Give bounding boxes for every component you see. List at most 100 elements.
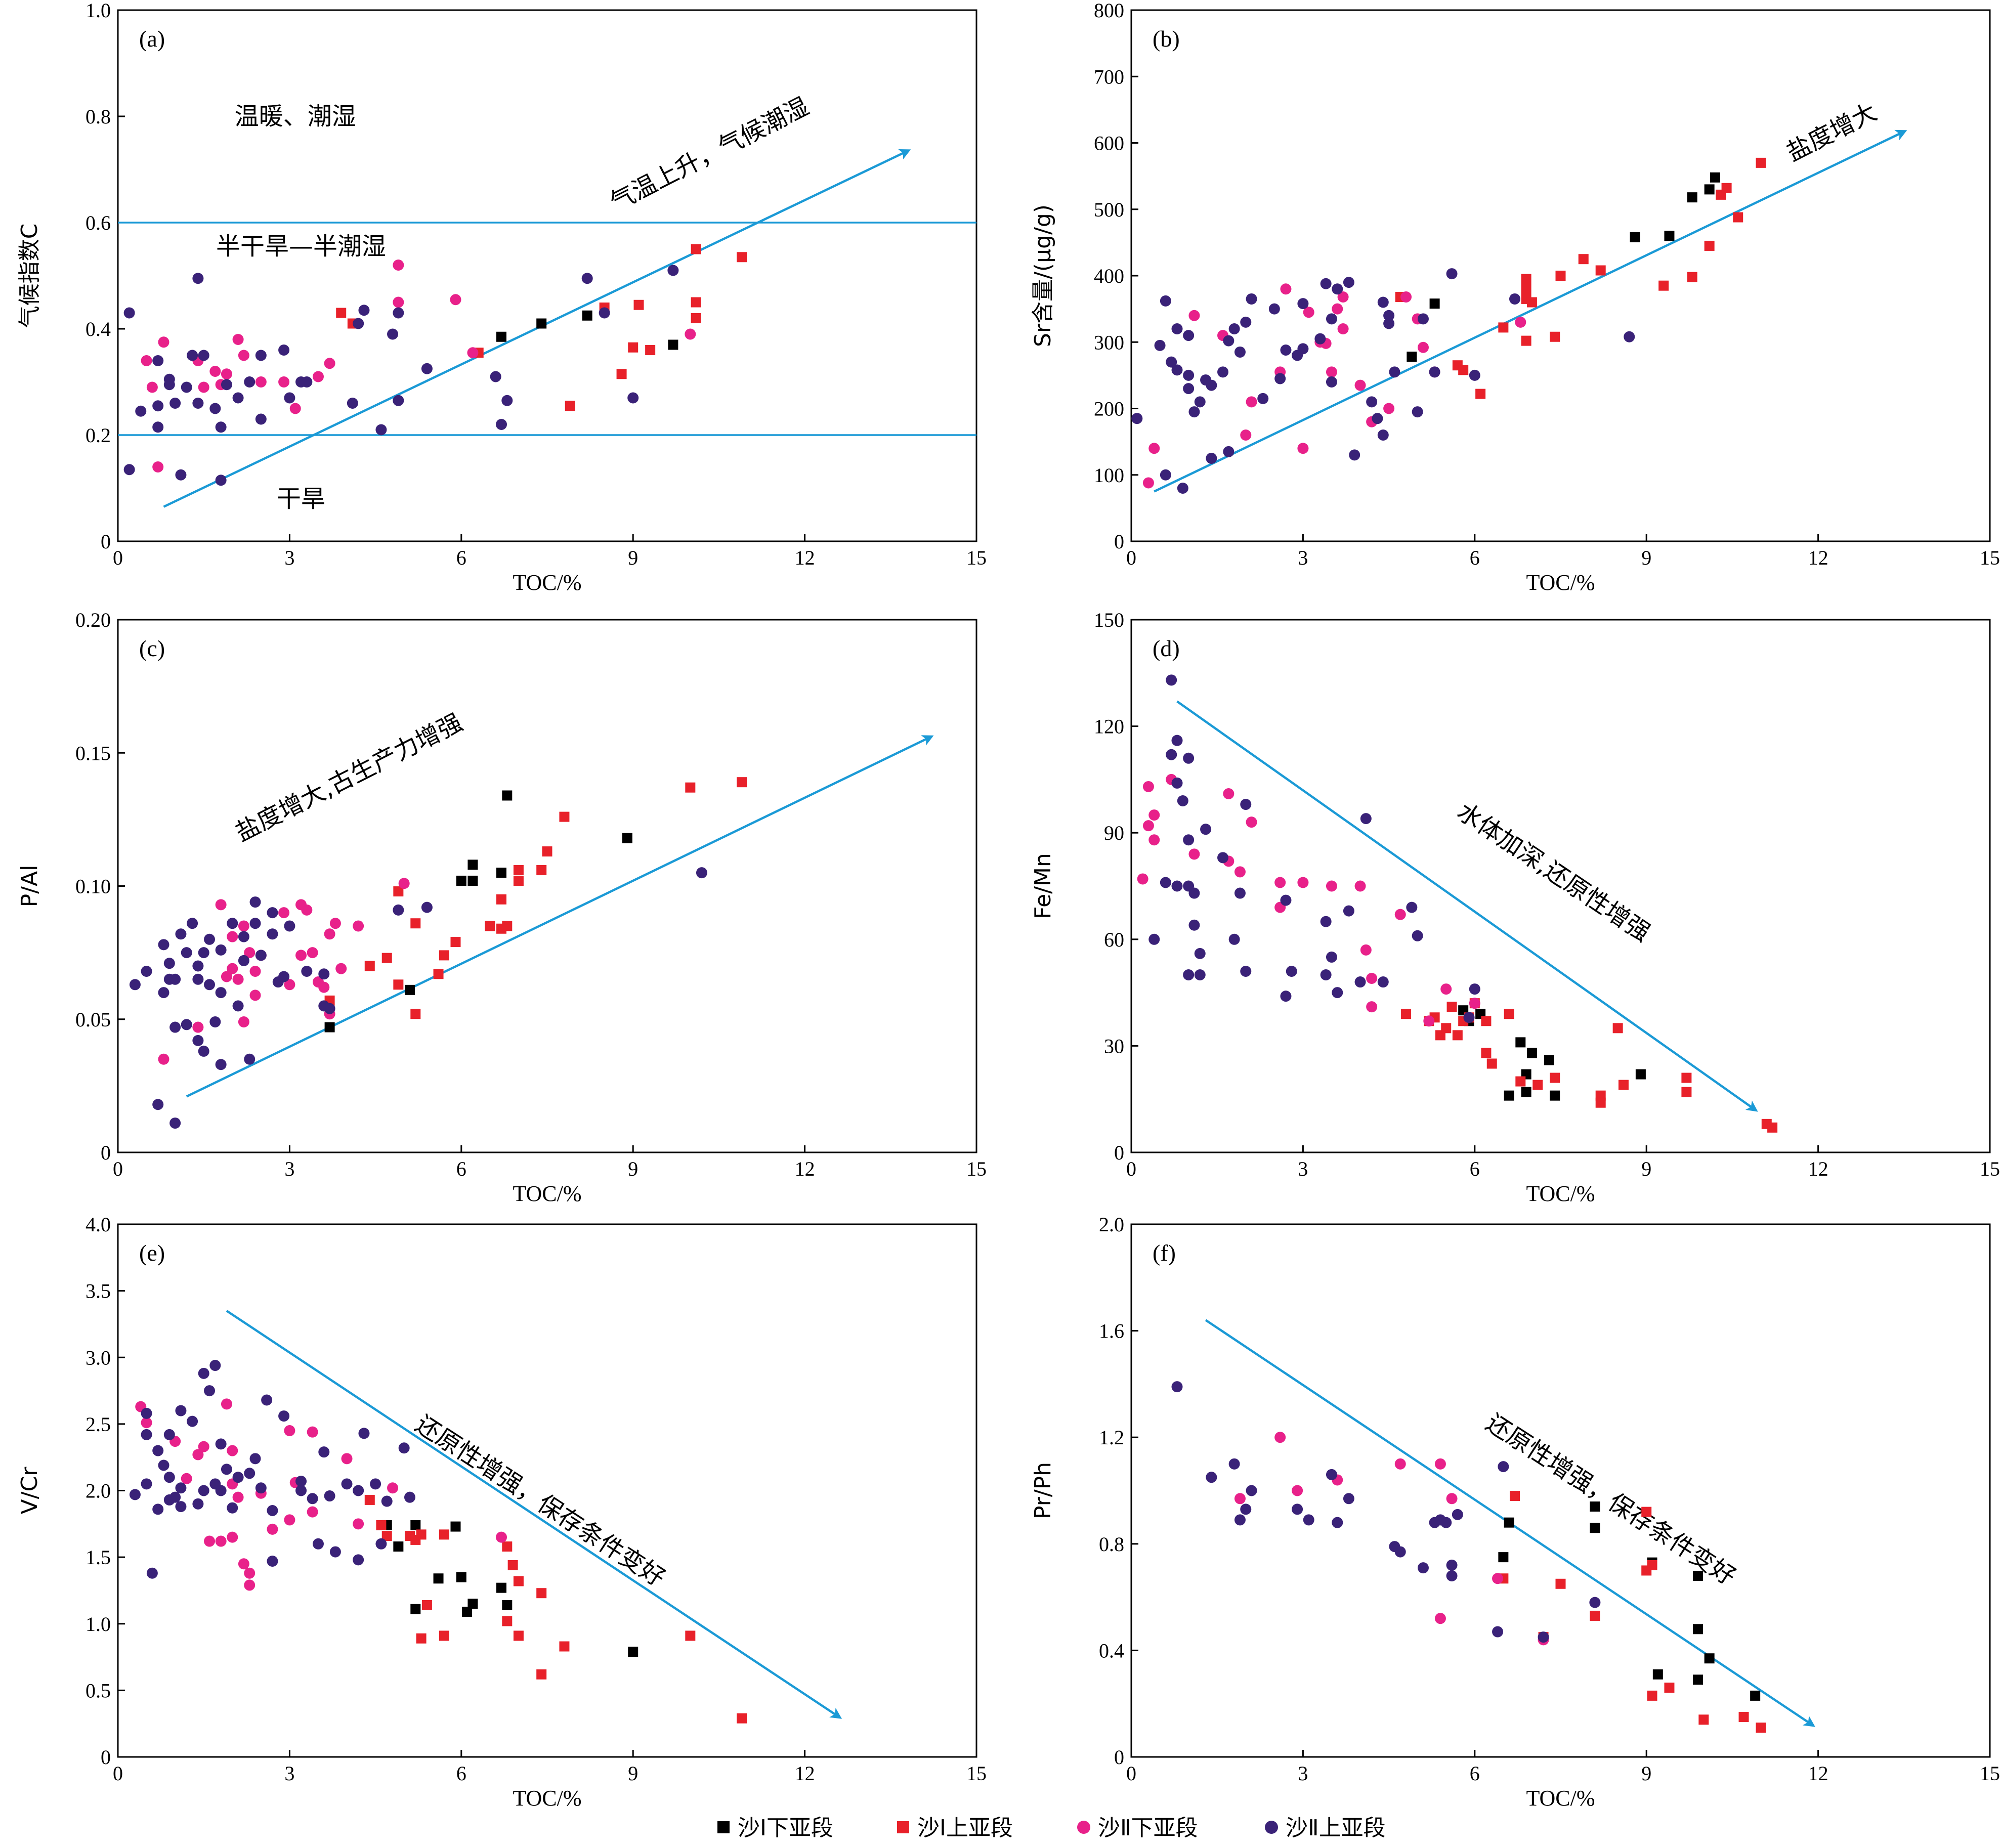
data-point [238, 931, 249, 942]
data-point [1509, 1491, 1520, 1501]
data-point [141, 1478, 152, 1490]
annotation: 盐度增大,古生产力增强 [231, 708, 467, 847]
series-0 [496, 310, 678, 350]
data-point [232, 973, 244, 985]
data-point [1326, 376, 1337, 388]
data-point [1406, 901, 1418, 913]
data-point [1217, 852, 1229, 864]
x-tick-label: 3 [1298, 1762, 1308, 1785]
data-point [169, 973, 181, 985]
data-point [1446, 1559, 1458, 1571]
data-point [1595, 265, 1606, 276]
data-point [1538, 1631, 1549, 1643]
data-point [1515, 316, 1526, 328]
x-tick-label: 12 [1808, 1762, 1828, 1785]
series-0 [1498, 1501, 1761, 1701]
data-point [209, 1360, 221, 1371]
x-axis-label: TOC/% [1526, 570, 1595, 595]
data-point [696, 867, 707, 879]
data-point [1354, 976, 1366, 988]
y-tick-label: 700 [1094, 65, 1124, 88]
data-point [496, 868, 506, 878]
data-point [581, 273, 593, 284]
data-point [301, 965, 313, 977]
data-point [1188, 887, 1200, 899]
data-point [1492, 1626, 1504, 1638]
data-point [404, 1491, 415, 1503]
data-point [198, 1367, 209, 1379]
y-tick-label: 0 [101, 1746, 111, 1769]
data-point [1188, 406, 1200, 418]
data-point [1280, 283, 1292, 295]
data-point [244, 376, 256, 388]
data-point [255, 350, 267, 361]
data-point [1326, 366, 1337, 378]
legend-item: 沙Ⅰ上亚段 [897, 1815, 1013, 1841]
data-point [324, 1022, 335, 1033]
data-point [238, 1558, 249, 1570]
x-tick-label: 0 [113, 1157, 123, 1180]
series-1 [1395, 157, 1766, 399]
data-point [1721, 183, 1732, 193]
data-point [416, 1529, 427, 1540]
data-point [393, 296, 404, 308]
data-point [181, 381, 192, 393]
data-point [135, 405, 147, 417]
data-point [1377, 976, 1389, 988]
data-point [215, 1059, 227, 1070]
y-tick-label: 0.4 [1099, 1639, 1124, 1662]
y-tick-label: 0.20 [75, 609, 111, 631]
x-tick-label: 6 [456, 1762, 466, 1785]
data-point [192, 1449, 204, 1460]
data-point [513, 875, 524, 886]
data-point [1441, 1023, 1452, 1034]
series-2 [1142, 283, 1526, 489]
data-point [267, 1556, 278, 1567]
data-point [393, 307, 404, 319]
data-point [1750, 1690, 1761, 1701]
data-point [187, 1415, 198, 1427]
legend-swatch [897, 1821, 909, 1833]
data-point [1767, 1122, 1778, 1133]
data-point [267, 1505, 278, 1516]
y-axis-label: Sr含量/(μg/g) [1030, 204, 1056, 347]
data-point [410, 1009, 421, 1019]
data-point [129, 1489, 141, 1500]
data-point [1394, 909, 1406, 920]
data-point [152, 1099, 164, 1110]
data-point [307, 1426, 318, 1438]
data-point [204, 1385, 216, 1397]
data-point [536, 1588, 547, 1599]
data-point [1647, 1690, 1657, 1701]
data-point [685, 1630, 696, 1641]
data-point [278, 376, 290, 388]
data-point [1687, 272, 1697, 282]
data-point [1544, 1055, 1554, 1065]
x-tick-label: 9 [1641, 1157, 1651, 1180]
data-point [496, 331, 506, 342]
data-point [1618, 1080, 1629, 1090]
x-tick-label: 3 [284, 1157, 294, 1180]
x-tick-label: 15 [1980, 1157, 2000, 1180]
data-point [249, 896, 261, 908]
data-point [582, 310, 592, 321]
data-point [238, 1016, 249, 1028]
data-point [462, 1607, 473, 1617]
data-point [507, 1560, 518, 1570]
data-point [324, 928, 335, 940]
data-point [439, 950, 449, 961]
x-tick-label: 15 [966, 1762, 987, 1785]
data-point [1407, 352, 1417, 362]
data-point [1704, 184, 1715, 195]
data-point [215, 944, 227, 956]
data-point [192, 1021, 204, 1033]
data-point [1240, 1503, 1252, 1515]
data-point [381, 1495, 393, 1507]
data-point [1624, 331, 1635, 342]
data-point [278, 971, 290, 982]
data-point [187, 918, 198, 929]
panel-label: (d) [1153, 635, 1180, 661]
annotation: 盐度增大 [1782, 98, 1882, 167]
data-point [192, 398, 204, 409]
data-point [1326, 313, 1337, 325]
